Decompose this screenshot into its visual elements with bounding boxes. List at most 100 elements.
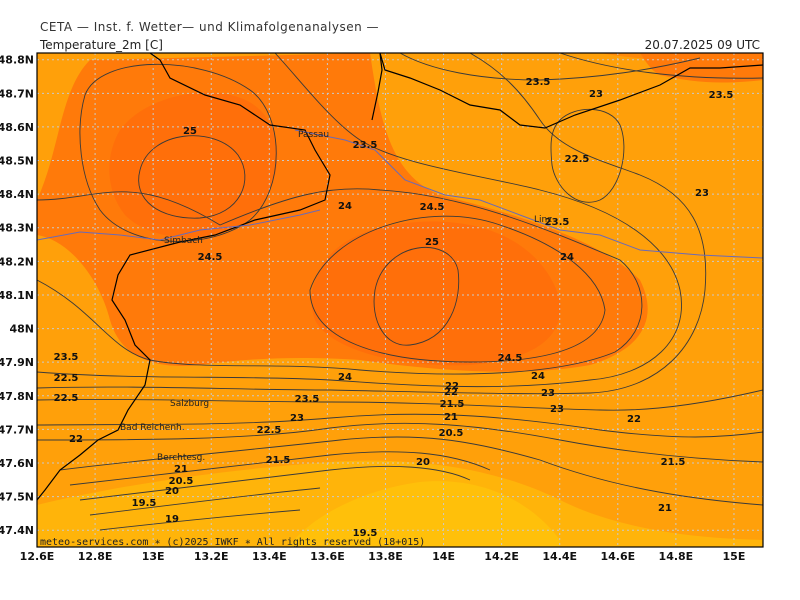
latitude-label: 47.5N	[0, 491, 34, 504]
contour-label: 19	[165, 514, 179, 525]
isotherm-21	[59, 436, 763, 506]
contour-label: 20	[165, 486, 179, 497]
place-berchtesgaden: Berchtesg.	[157, 453, 205, 463]
fill-warm-core-west	[109, 92, 278, 238]
place-names: Passau Simbach Salzburg Bad Reichenh. Be…	[120, 130, 552, 463]
longitude-label: 13.2E	[194, 550, 229, 563]
contour-label: 21.5	[266, 455, 291, 466]
latitude-label: 48.5N	[0, 155, 34, 168]
contour-label: 19.5	[353, 528, 378, 539]
contour-label: 20.5	[439, 428, 464, 439]
contour-label: 23.5	[526, 77, 551, 88]
isotherm-19.5	[89, 487, 321, 516]
contour-label: 22	[445, 381, 459, 392]
longitude-label: 15E	[723, 550, 746, 563]
parameter-label: Temperature_2m [C]	[40, 38, 163, 52]
latitude-label: 48.1N	[0, 289, 34, 302]
isotherm-24.5-center	[309, 215, 606, 363]
contour-label: 23.5	[54, 352, 79, 363]
isotherm-23.5-north	[399, 53, 701, 81]
contour-label: 21	[658, 503, 672, 514]
place-linz: Linz	[534, 215, 552, 225]
rivers	[37, 129, 763, 259]
isotherms	[37, 53, 763, 531]
contour-label: 22.5	[54, 373, 79, 384]
isotherm-23.5-a	[37, 53, 682, 388]
contour-label: 24	[560, 252, 574, 263]
longitude-label: 13.6E	[310, 550, 345, 563]
temperature-fill	[37, 53, 763, 547]
isotherm-20	[79, 465, 471, 501]
isotherm-22.5-a	[37, 389, 763, 411]
contour-label: 23	[695, 188, 709, 199]
longitude-label: 14.8E	[659, 550, 694, 563]
longitude-label: 14.4E	[542, 550, 577, 563]
place-salzburg: Salzburg	[170, 399, 209, 409]
contour-label: 22	[627, 414, 641, 425]
latitude-label: 47.4N	[0, 524, 34, 537]
contour-label: 23.5	[353, 140, 378, 151]
longitude-label: 14E	[432, 550, 455, 563]
latitude-label: 47.9N	[0, 356, 34, 369]
longitude-label: 13.8E	[368, 550, 403, 563]
contour-label: 22.5	[565, 154, 590, 165]
latitude-label: 48.3N	[0, 222, 34, 235]
latitude-label: 48.8N	[0, 54, 34, 67]
contour-label: 24.5	[498, 353, 523, 364]
map-frame	[36, 52, 764, 548]
border-de-at	[37, 53, 331, 501]
contour-label: 22.5	[257, 425, 282, 436]
organization-title: CETA — Inst. f. Wetter— und Klimafolgena…	[40, 20, 380, 34]
contour-label: 23	[541, 388, 555, 399]
latitude-label: 48.6N	[0, 121, 34, 134]
isotherm-22	[37, 413, 763, 438]
contour-label: 23.5	[545, 217, 570, 228]
graticule	[36, 53, 763, 547]
contour-label: 21.5	[440, 399, 465, 410]
isotherm-19	[99, 509, 301, 531]
contour-label: 24	[338, 201, 352, 212]
latitude-label: 48.4N	[0, 188, 34, 201]
contour-label: 22.5	[54, 393, 79, 404]
place-simbach: Simbach	[164, 236, 203, 246]
longitude-label: 14.2E	[484, 550, 519, 563]
river-inn	[37, 209, 321, 241]
contour-label: 25	[425, 237, 439, 248]
isotherm-24	[37, 188, 643, 375]
contour-label: 23	[290, 413, 304, 424]
isotherm-23.5-ne	[559, 53, 763, 79]
contour-label: 19.5	[132, 498, 157, 509]
contour-label: 23.5	[295, 394, 320, 405]
contour-label: 23	[550, 404, 564, 415]
latitude-labels: 48.8N 48.7N 48.6N 48.5N 48.4N 48.3N 48.2N 48.1N…	[0, 54, 34, 537]
place-passau: Passau	[298, 130, 329, 140]
contour-label: 24.5	[420, 202, 445, 213]
contour-label: 25	[183, 126, 197, 137]
contour-label: 21	[174, 464, 188, 475]
longitude-label: 13.4E	[252, 550, 287, 563]
longitude-label: 12.8E	[78, 550, 113, 563]
contour-label: 23.5	[709, 90, 734, 101]
isotherm-25-west	[138, 135, 246, 219]
isotherm-21.5	[37, 422, 763, 463]
border-de-cz	[371, 53, 383, 121]
contour-label: 24	[338, 372, 352, 383]
contour-label: 21	[444, 412, 458, 423]
latitude-label: 48N	[9, 323, 34, 336]
longitude-labels: 12.6E 12.8E 13E 13.2E 13.4E 13.6E 13.8E 14E 14.2…	[20, 550, 746, 563]
latitude-label: 47.8N	[0, 390, 34, 403]
contour-label: 24	[531, 371, 545, 382]
isotherm-25-center	[373, 247, 460, 346]
latitude-label: 48.7N	[0, 87, 34, 100]
place-bad-reichenhall: Bad Reichenh.	[120, 423, 185, 433]
contour-labels: 25 23.5 23 23.5 23.5 22.5 23 24 24.5 23.5 25 24.5 24…	[54, 77, 734, 539]
contour-label: 22	[69, 434, 83, 445]
latitude-label: 47.7N	[0, 423, 34, 436]
latitude-label: 48.2N	[0, 255, 34, 268]
contour-label: 20	[416, 457, 430, 468]
longitude-label: 12.6E	[20, 550, 55, 563]
isotherm-20.5	[69, 451, 491, 486]
contour-label: 21.5	[661, 457, 686, 468]
isotherm-23	[37, 53, 707, 395]
